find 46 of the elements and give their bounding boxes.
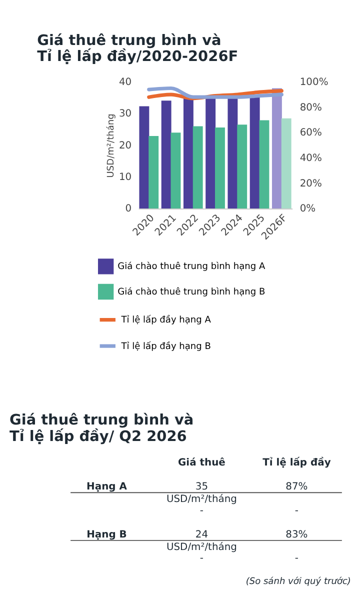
y2-tick-label: 100% bbox=[300, 77, 328, 88]
chart-title: Giá thuê trung bình và Tỉ lệ lấp đầy/2020-2026F bbox=[37, 32, 238, 66]
legend-label: Giá chào thuê trung bình hạng A bbox=[118, 261, 266, 272]
y2-tick-label: 0% bbox=[300, 204, 316, 215]
y-tick-label: 20 bbox=[118, 140, 132, 152]
text: 87% bbox=[286, 481, 308, 492]
bar bbox=[192, 126, 203, 209]
y2-tick-label: 60% bbox=[300, 128, 322, 139]
bar bbox=[183, 98, 194, 209]
legend-label: Tỉ lệ lấp đầy hạng B bbox=[120, 340, 211, 352]
text: - bbox=[294, 553, 298, 564]
category-label: Tỉ lệ lấp đầy bbox=[262, 456, 332, 469]
line-series bbox=[147, 86, 284, 99]
text: 24 USD/m²/tháng bbox=[166, 529, 237, 553]
bar bbox=[215, 128, 225, 209]
y2-tick-label: 20% bbox=[300, 178, 322, 190]
y2-tick-label: 80% bbox=[300, 102, 322, 114]
bar bbox=[250, 94, 260, 209]
text: (So sánh với quý trước) bbox=[246, 576, 351, 587]
bar bbox=[148, 136, 159, 209]
y-tick-label: 0 bbox=[125, 204, 132, 215]
text: 83% bbox=[286, 529, 308, 540]
bar bbox=[170, 132, 181, 209]
text: 35 USD/m²/tháng bbox=[166, 481, 237, 506]
bar bbox=[281, 118, 292, 209]
y-tick-label: 30 bbox=[118, 108, 132, 120]
bar bbox=[272, 88, 282, 209]
bar bbox=[161, 100, 172, 209]
bar bbox=[237, 124, 248, 209]
category-label: Hạng A bbox=[86, 481, 127, 492]
text: - bbox=[200, 505, 204, 516]
y-tick-label: 40 bbox=[118, 77, 132, 88]
category-label: Hạng B bbox=[86, 529, 127, 540]
text: Giá thuê trung bình và Tỉ lệ lấp đầy/ Q2 2026 bbox=[9, 412, 194, 446]
bar bbox=[259, 120, 270, 209]
bar bbox=[139, 106, 150, 209]
bar bbox=[206, 98, 216, 209]
legend-label: Giá chào thuê trung bình hạng B bbox=[118, 286, 266, 298]
legend-label: Tỉ lệ lấp đầy hạng A bbox=[120, 314, 212, 326]
y2-tick-label: 40% bbox=[300, 153, 322, 164]
text: - bbox=[200, 553, 204, 564]
y-tick-label: 10 bbox=[118, 172, 132, 184]
category-label: Giá thuê bbox=[178, 458, 226, 469]
text: - bbox=[294, 505, 298, 516]
bar bbox=[228, 98, 238, 209]
y-axis-title: USD/m²/tháng bbox=[106, 114, 117, 178]
